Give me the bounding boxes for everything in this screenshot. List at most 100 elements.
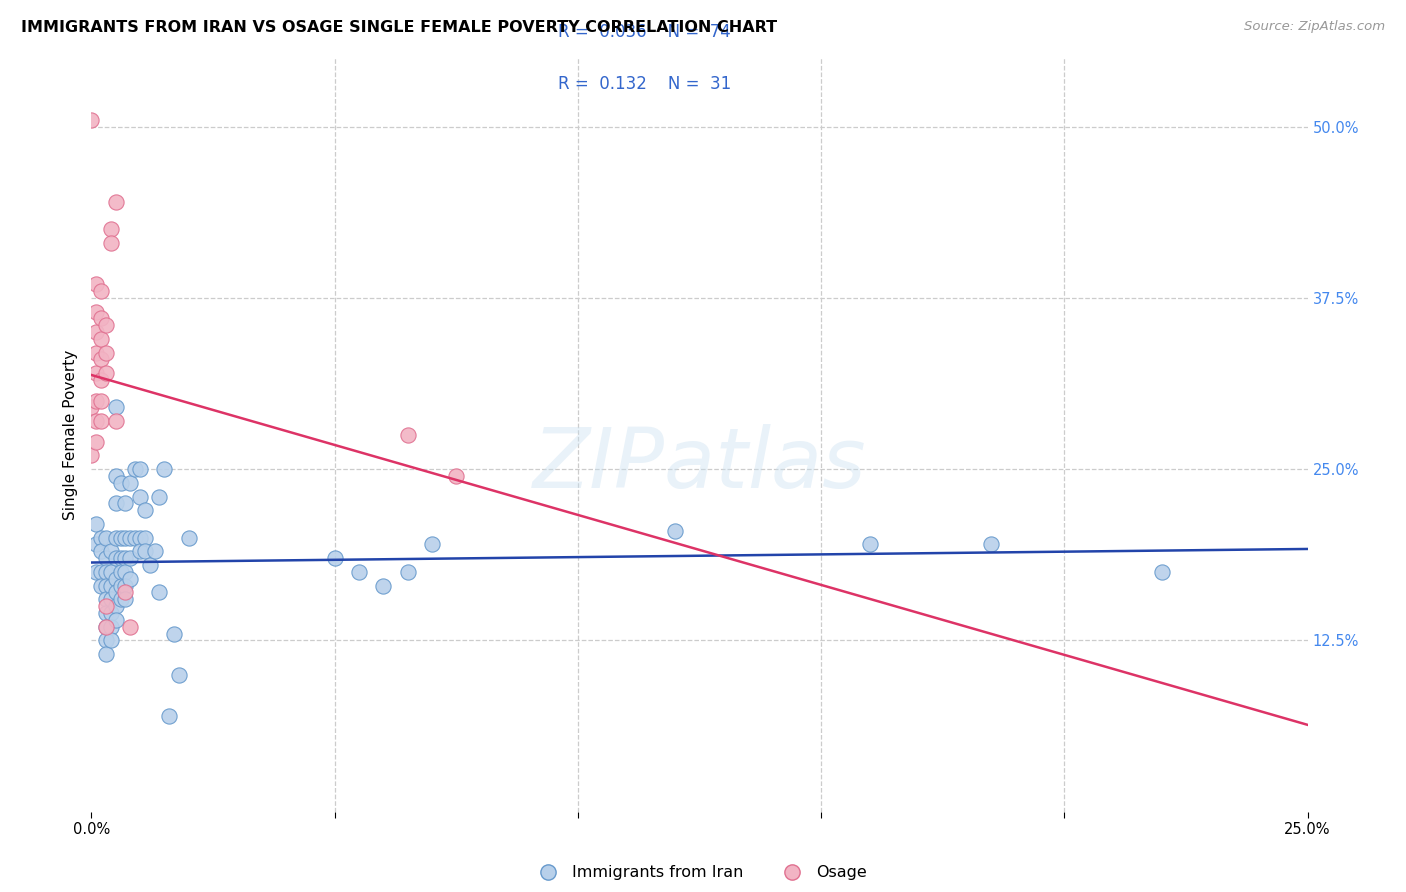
- Point: [104, 551, 127, 566]
- Point: [396, 565, 419, 579]
- Point: [84, 366, 107, 380]
- Point: [84, 393, 107, 408]
- Point: [104, 496, 127, 510]
- Point: [84, 277, 107, 291]
- Point: [100, 235, 122, 250]
- Legend: Immigrants from Iran, Osage: Immigrants from Iran, Osage: [526, 859, 873, 887]
- Point: [104, 414, 127, 428]
- Point: [110, 578, 132, 592]
- Point: [373, 578, 395, 592]
- Point: [177, 531, 200, 545]
- Point: [129, 531, 152, 545]
- Point: [114, 578, 136, 592]
- Point: [323, 551, 346, 566]
- Point: [94, 620, 117, 634]
- Point: [120, 572, 142, 586]
- Point: [84, 345, 107, 359]
- Point: [859, 537, 882, 551]
- Point: [100, 544, 122, 558]
- Point: [104, 572, 127, 586]
- Point: [90, 578, 112, 592]
- Point: [664, 524, 686, 538]
- Point: [124, 462, 146, 476]
- Point: [100, 592, 122, 607]
- Point: [94, 599, 117, 614]
- Point: [129, 490, 152, 504]
- Point: [110, 531, 132, 545]
- Point: [94, 592, 117, 607]
- Point: [90, 565, 112, 579]
- Point: [94, 318, 117, 333]
- Point: [163, 626, 186, 640]
- Point: [80, 112, 103, 127]
- Point: [110, 565, 132, 579]
- Point: [143, 544, 166, 558]
- Point: [120, 475, 142, 490]
- Point: [90, 352, 112, 367]
- Point: [104, 469, 127, 483]
- Point: [129, 462, 152, 476]
- Text: ZIPatlas: ZIPatlas: [533, 425, 866, 506]
- Point: [120, 531, 142, 545]
- Point: [94, 551, 117, 566]
- Y-axis label: Single Female Poverty: Single Female Poverty: [62, 350, 77, 520]
- Point: [94, 633, 117, 648]
- Point: [94, 606, 117, 620]
- Point: [129, 544, 152, 558]
- Point: [100, 606, 122, 620]
- Point: [110, 475, 132, 490]
- Point: [94, 578, 117, 592]
- Point: [84, 565, 107, 579]
- Point: [396, 427, 419, 442]
- Point: [420, 537, 443, 551]
- Point: [84, 304, 107, 318]
- Point: [114, 531, 136, 545]
- Point: [90, 544, 112, 558]
- Point: [110, 551, 132, 566]
- Point: [84, 537, 107, 551]
- Point: [90, 414, 112, 428]
- Point: [110, 592, 132, 607]
- Point: [148, 585, 170, 599]
- Point: [980, 537, 1002, 551]
- Point: [104, 599, 127, 614]
- Point: [90, 284, 112, 298]
- Point: [90, 373, 112, 387]
- Point: [94, 366, 117, 380]
- Text: R =  0.036    N =  74: R = 0.036 N = 74: [558, 22, 731, 41]
- Point: [94, 647, 117, 661]
- Point: [100, 222, 122, 236]
- Point: [90, 531, 112, 545]
- Point: [100, 620, 122, 634]
- Text: Source: ZipAtlas.com: Source: ZipAtlas.com: [1244, 20, 1385, 33]
- Point: [124, 531, 146, 545]
- Point: [104, 194, 127, 209]
- Point: [94, 565, 117, 579]
- Point: [134, 531, 156, 545]
- Point: [94, 620, 117, 634]
- Point: [100, 578, 122, 592]
- Point: [90, 311, 112, 326]
- Point: [444, 469, 467, 483]
- Point: [120, 620, 142, 634]
- Point: [114, 592, 136, 607]
- Point: [114, 551, 136, 566]
- Point: [94, 345, 117, 359]
- Point: [90, 393, 112, 408]
- Point: [157, 708, 180, 723]
- Point: [148, 490, 170, 504]
- Point: [114, 585, 136, 599]
- Point: [104, 585, 127, 599]
- Point: [1150, 565, 1173, 579]
- Point: [84, 414, 107, 428]
- Point: [100, 565, 122, 579]
- Point: [104, 401, 127, 415]
- Point: [134, 544, 156, 558]
- Point: [114, 496, 136, 510]
- Text: IMMIGRANTS FROM IRAN VS OSAGE SINGLE FEMALE POVERTY CORRELATION CHART: IMMIGRANTS FROM IRAN VS OSAGE SINGLE FEM…: [21, 20, 778, 35]
- Text: R =  0.132    N =  31: R = 0.132 N = 31: [558, 75, 731, 94]
- Point: [94, 531, 117, 545]
- Point: [104, 613, 127, 627]
- Point: [347, 565, 370, 579]
- Point: [84, 434, 107, 449]
